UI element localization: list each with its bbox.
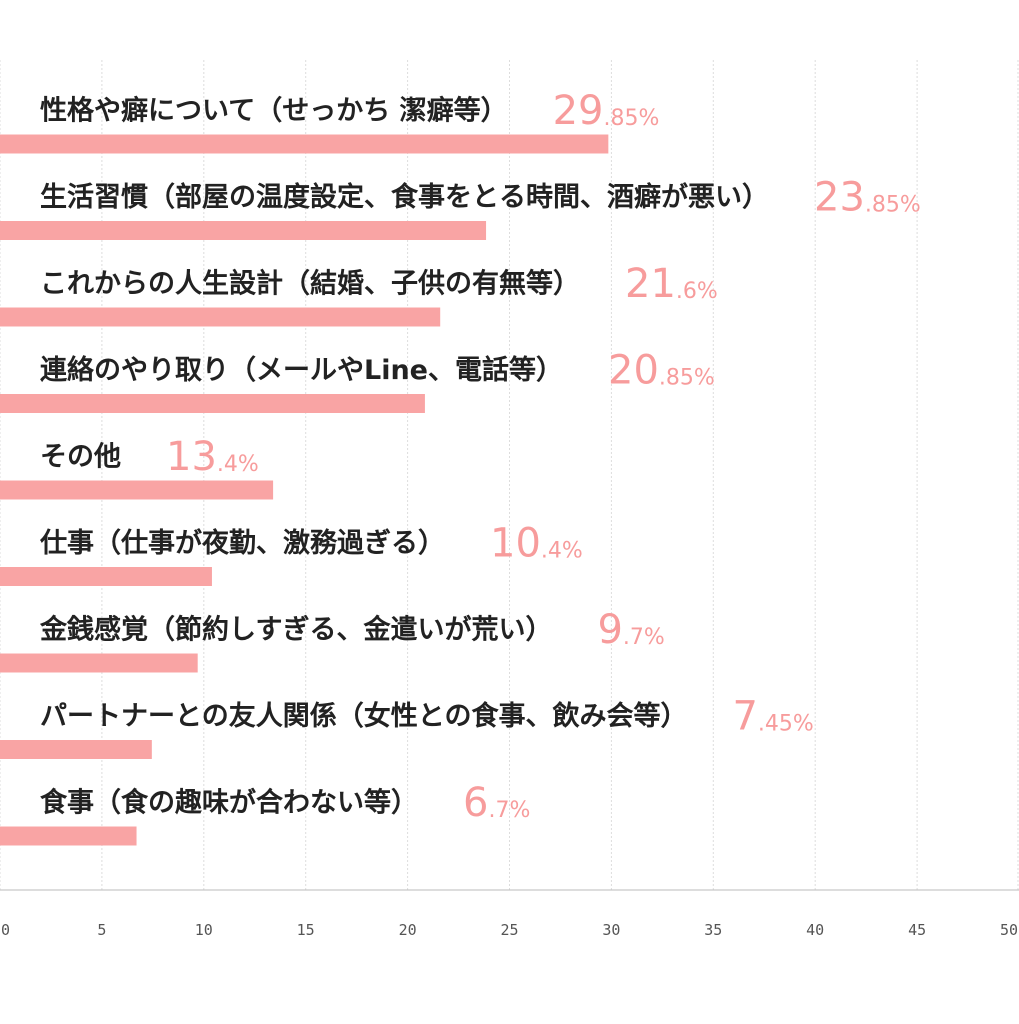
x-tick-label: 45 — [908, 921, 926, 939]
category-label: 性格や癖について（せっかち 潔癖等） — [40, 95, 508, 127]
category-label: これからの人生設計（結婚、子供の有無等） — [40, 268, 580, 300]
bar — [0, 567, 212, 586]
value-label: 13.4% — [166, 434, 259, 480]
bar — [0, 740, 152, 759]
x-tick-labels: 0 5 10 15 20 25 30 35 40 45 50 — [1, 921, 1018, 939]
bar — [0, 307, 441, 327]
value-label: 29.85% — [553, 88, 660, 134]
bar — [0, 653, 198, 673]
x-tick-label: 35 — [704, 921, 722, 939]
value-label: 23.85% — [814, 175, 921, 221]
x-tick-label: 5 — [97, 921, 106, 939]
x-tick-label: 0 — [1, 921, 10, 939]
bar — [0, 826, 137, 846]
category-label: 食事（食の趣味が合わない等） — [40, 787, 418, 819]
value-label: 7.45% — [732, 694, 813, 740]
category-label: 生活習慣（部屋の温度設定、食事をとる時間、酒癖が悪い） — [40, 181, 769, 213]
x-tick-label: 25 — [500, 921, 518, 939]
value-label: 10.4% — [490, 521, 583, 567]
x-tick-label: 20 — [399, 921, 417, 939]
value-label: 20.85% — [608, 348, 715, 394]
x-tick-label: 15 — [297, 921, 315, 939]
value-label: 9.7% — [597, 607, 664, 653]
value-label: 21.6% — [625, 261, 718, 307]
x-tick-label: 40 — [806, 921, 824, 939]
bars — [0, 134, 609, 846]
category-label: 連絡のやり取り（メールやLine、電話等） — [40, 354, 563, 386]
value-labels: 29.85% 23.85% 21.6% 20.85% 13.4% 10.4% 9.7% 7.4… — [166, 88, 921, 826]
value-label: 6.7% — [463, 780, 530, 826]
bar — [0, 134, 609, 154]
category-label: 金銭感覚（節約しすぎる、金遣いが荒い） — [39, 614, 552, 646]
x-tick-label: 50 — [1000, 921, 1018, 939]
bar — [0, 480, 274, 500]
x-tick-label: 30 — [602, 921, 620, 939]
category-label: パートナーとの友人関係（女性との食事、飲み会等） — [40, 700, 687, 732]
bar — [0, 394, 425, 413]
category-labels: 性格や癖について（せっかち 潔癖等） 生活習慣（部屋の温度設定、食事をとる時間、酒… — [39, 95, 769, 819]
category-label: 仕事（仕事が夜勤、激務過ぎる） — [39, 527, 445, 559]
x-tick-label: 10 — [195, 921, 213, 939]
category-label: その他 — [40, 442, 121, 473]
bar — [0, 221, 487, 240]
